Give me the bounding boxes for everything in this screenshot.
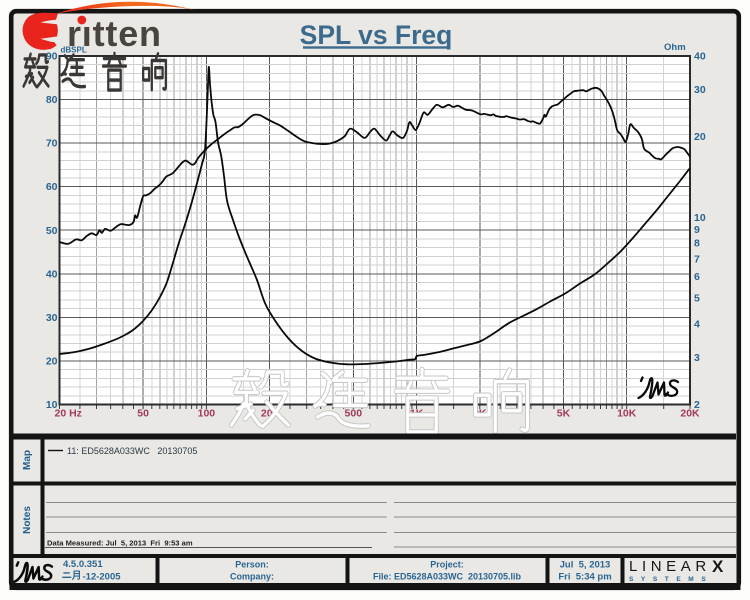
svg-text:500: 500 — [345, 408, 363, 420]
svg-text:11: ED5628A033WC 20130705: 11: ED5628A033WC 20130705 — [67, 446, 197, 456]
svg-text:Data Measured: Jul 5, 2013 F: Data Measured: Jul 5, 2013 Fri 9:53 am — [47, 539, 193, 548]
svg-text:20 Hz: 20 Hz — [55, 408, 82, 420]
svg-text:100: 100 — [198, 408, 216, 420]
svg-text:30: 30 — [694, 84, 706, 96]
svg-text:6: 6 — [694, 271, 700, 283]
svg-text:SPL vs Freq: SPL vs Freq — [300, 20, 453, 50]
svg-text:8: 8 — [694, 238, 700, 250]
svg-text:50: 50 — [137, 408, 149, 420]
svg-text:LINEAR: LINEAR — [629, 558, 711, 575]
svg-text:Person:: Person: — [235, 560, 269, 570]
svg-text:60: 60 — [46, 181, 58, 193]
svg-text:4.5.0.351: 4.5.0.351 — [63, 559, 103, 570]
svg-text:3: 3 — [694, 352, 700, 364]
svg-text:Company:: Company: — [230, 572, 274, 582]
svg-text:9: 9 — [694, 224, 700, 236]
svg-text:80: 80 — [46, 94, 58, 106]
svg-text:20: 20 — [46, 355, 58, 367]
svg-text:40: 40 — [46, 268, 58, 280]
svg-text:4: 4 — [694, 318, 700, 330]
svg-text:10: 10 — [694, 212, 706, 224]
svg-text:20K: 20K — [680, 408, 700, 420]
svg-text:30: 30 — [46, 312, 58, 324]
svg-text:SYSTEMS: SYSTEMS — [629, 576, 713, 583]
svg-text:5K: 5K — [557, 408, 571, 420]
svg-text:Project:: Project: — [430, 560, 464, 570]
svg-text:Fri 5:34 pm: Fri 5:34 pm — [558, 572, 611, 583]
svg-text:50: 50 — [46, 225, 58, 237]
svg-text:dBSPL: dBSPL — [61, 46, 87, 55]
svg-text:2: 2 — [694, 399, 700, 411]
svg-text:70: 70 — [46, 138, 58, 150]
svg-text:X: X — [712, 557, 724, 576]
svg-text:90: 90 — [46, 51, 58, 63]
svg-text:Jul 5, 2013: Jul 5, 2013 — [560, 560, 611, 571]
svg-text:10K: 10K — [617, 408, 637, 420]
svg-text:40: 40 — [694, 51, 706, 63]
svg-text:20: 20 — [694, 131, 706, 143]
svg-text:5: 5 — [694, 292, 700, 304]
svg-text:7: 7 — [694, 253, 700, 265]
svg-text:Ohm: Ohm — [664, 42, 686, 53]
svg-text:File: ED5628A033WC 20130705.l: File: ED5628A033WC 20130705.lib — [373, 572, 522, 582]
svg-text:-12-2005: -12-2005 — [83, 572, 122, 583]
svg-text:10: 10 — [46, 399, 58, 411]
svg-text:Notes: Notes — [22, 506, 33, 534]
svg-text:Map: Map — [22, 450, 33, 470]
